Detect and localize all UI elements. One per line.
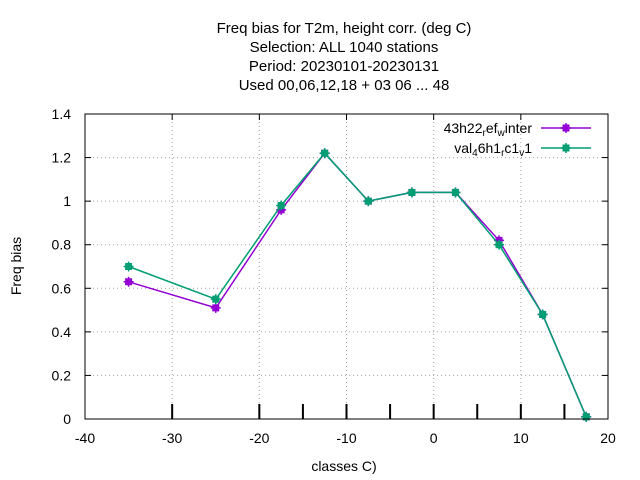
series-line [128, 152, 587, 418]
y-tick-label: 0.8 [52, 237, 72, 253]
data-point [561, 123, 571, 133]
data-point [406, 187, 417, 198]
y-tick-label: 1.4 [52, 106, 72, 122]
data-point [561, 143, 571, 153]
y-tick-label: 1.2 [52, 150, 72, 166]
x-tick-label: 0 [430, 430, 438, 446]
data-point [123, 261, 134, 272]
data-point [210, 294, 221, 305]
series-line [128, 152, 587, 418]
data-point [276, 200, 287, 211]
x-axis-label: classes C) [311, 458, 376, 474]
data-point [450, 187, 461, 198]
class-marks [171, 404, 566, 419]
x-tick-label: -20 [249, 430, 269, 446]
chart-title: Freq bias for T2m, height corr. (deg C) … [217, 20, 472, 94]
x-tick-label: -30 [162, 430, 182, 446]
data-point [363, 196, 374, 207]
legend-entry-1: 43h22refwinter [444, 120, 591, 139]
data-point [537, 309, 548, 320]
data-point [123, 276, 134, 287]
legend-label: val46h1rc1v1 [454, 140, 532, 159]
series-layer [123, 148, 592, 422]
y-tick-label: 0 [63, 411, 71, 427]
y-axis-label: Freq bias [8, 237, 24, 295]
data-point [210, 302, 221, 313]
y-axis-ticks: 0 0.2 0.4 0.6 0.8 1 1.2 1.4 [52, 106, 608, 427]
x-axis-ticks: -40 -30 -20 -10 0 10 20 [75, 114, 616, 446]
y-tick-label: 1 [63, 193, 71, 209]
y-tick-label: 0.6 [52, 280, 72, 296]
title-line-2: Selection: ALL 1040 stations [250, 39, 439, 56]
legend-label: 43h22refwinter [444, 120, 533, 139]
title-line-4: Used 00,06,12,18 + 03 06 ... 48 [239, 77, 450, 94]
y-tick-label: 0.2 [52, 367, 72, 383]
title-line-1: Freq bias for T2m, height corr. (deg C) [217, 20, 472, 37]
data-point [319, 148, 330, 159]
grid [85, 114, 608, 419]
x-tick-label: -10 [336, 430, 356, 446]
x-tick-label: 20 [600, 430, 616, 446]
data-point [494, 239, 505, 250]
x-tick-label: 10 [513, 430, 529, 446]
data-point [581, 411, 592, 422]
y-tick-label: 0.4 [52, 324, 72, 340]
legend-entry-2: val46h1rc1v1 [454, 140, 591, 159]
title-line-3: Period: 20230101-20230131 [249, 58, 439, 75]
series-2 [123, 148, 592, 422]
x-tick-label: -40 [75, 430, 95, 446]
